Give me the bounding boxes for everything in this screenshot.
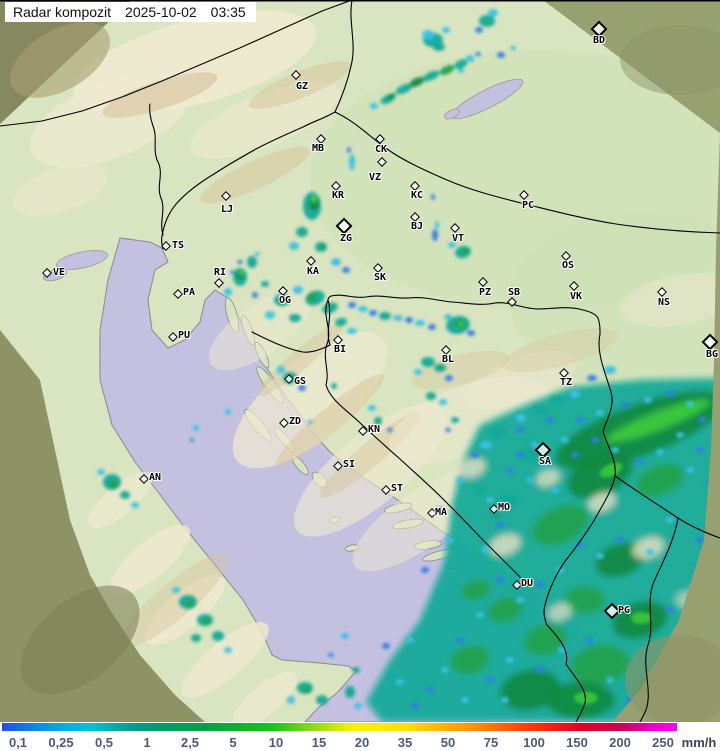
colorbar-unit: mm/h <box>681 735 717 750</box>
colorbar-tick: 5 <box>229 735 237 750</box>
colorbar-tick: 150 <box>566 735 588 750</box>
colorbar-tick: 100 <box>523 735 545 750</box>
colorbar-tick: 200 <box>609 735 631 750</box>
colorbar-strip: mm/h 0,1 0,25 0,5 1 2,5 5 10 15 20 35 50 75 100 150 20… <box>0 722 720 751</box>
colorbar-tick: 0,1 <box>8 735 28 750</box>
colorbar-tick: 20 <box>354 735 370 750</box>
colorbar-gradient <box>2 723 677 731</box>
country-borders <box>0 0 720 722</box>
colorbar-tick: 75 <box>483 735 499 750</box>
colorbar-tick: 10 <box>268 735 284 750</box>
colorbar-tick: 35 <box>397 735 413 750</box>
radar-map-canvas <box>0 0 720 722</box>
title-bar: Radar kompozit 2025-10-02 03:35 <box>5 2 256 22</box>
colorbar-tick: 15 <box>311 735 327 750</box>
radar-map: BD GZ MB CK VZ KR KC LJ PC BJ ZG VT TS OS VE KA SK RI PA PZ… <box>0 0 720 722</box>
colorbar-ticks: mm/h 0,1 0,25 0,5 1 2,5 5 10 15 20 35 50 75 100 150 20… <box>0 732 720 751</box>
radar-time: 03:35 <box>210 4 246 20</box>
terrain-texture <box>0 0 720 722</box>
colorbar-tick: 1 <box>143 735 151 750</box>
colorbar-tick: 50 <box>440 735 456 750</box>
radar-date: 2025-10-02 <box>125 4 197 20</box>
colorbar-tick: 2,5 <box>180 735 200 750</box>
page-title: Radar kompozit <box>13 4 112 20</box>
map-top-border <box>0 0 720 2</box>
colorbar-tick: 0,5 <box>94 735 114 750</box>
colorbar-tick: 250 <box>652 735 674 750</box>
colorbar-tick: 0,25 <box>48 735 74 750</box>
